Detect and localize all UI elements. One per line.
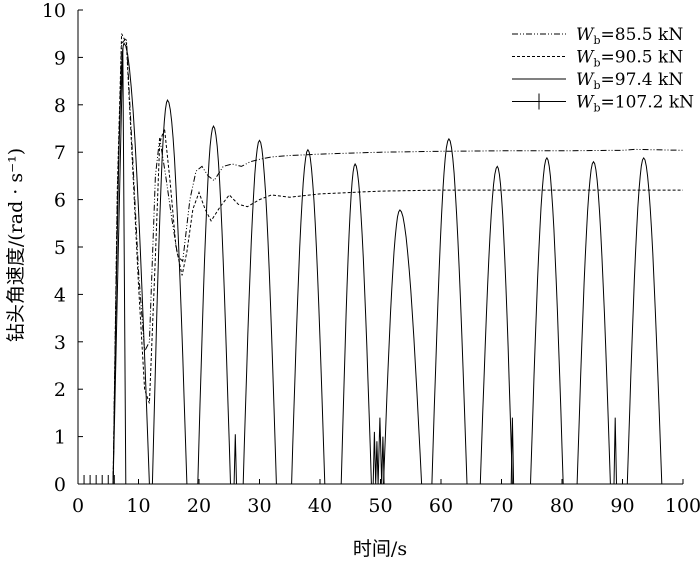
y-tick-label: 1 <box>54 427 66 449</box>
legend-label: Wb=85.5 kN <box>576 25 683 47</box>
legend-label: Wb=97.4 kN <box>576 70 683 92</box>
series-group <box>77 33 684 485</box>
y-tick-label: 8 <box>54 95 66 117</box>
legend-label-value: =85.5 kN <box>601 25 684 45</box>
y-tick-label: 6 <box>54 190 66 212</box>
legend-label-sub: b <box>593 102 600 115</box>
y-tick-label: 4 <box>54 284 66 306</box>
legend-label: Wb=107.2 kN <box>576 93 694 115</box>
x-tick-label: 60 <box>429 495 453 517</box>
legend-label-value: =107.2 kN <box>601 93 695 113</box>
series-line-2 <box>78 33 683 485</box>
x-tick-label: 0 <box>72 495 84 517</box>
y-tick-label: 2 <box>54 379 66 401</box>
y-axis-title: 钻头角速度/(rad · s⁻¹) <box>5 148 27 342</box>
series-line-4 <box>78 47 683 485</box>
x-tick-label: 30 <box>247 495 271 517</box>
x-tick-label: 70 <box>489 495 513 517</box>
legend-label-sub: b <box>593 57 600 70</box>
y-tick-label: 0 <box>54 474 66 496</box>
x-tick-label: 80 <box>550 495 574 517</box>
y-tick-label: 7 <box>54 142 66 164</box>
legend-label-var: W <box>576 93 595 113</box>
legend-label-value: =90.5 kN <box>601 48 684 68</box>
legend-label-sub: b <box>593 79 600 92</box>
y-tick-label: 10 <box>42 0 66 22</box>
legend-label-var: W <box>576 70 595 90</box>
legend-label-var: W <box>576 48 595 68</box>
legend-label-var: W <box>576 25 595 45</box>
x-tick-label: 20 <box>187 495 211 517</box>
legend-label: Wb=90.5 kN <box>576 48 683 70</box>
x-tick-label: 40 <box>308 495 332 517</box>
y-tick-label: 5 <box>54 237 66 259</box>
x-tick-label: 90 <box>610 495 634 517</box>
legend-label-sub: b <box>593 34 600 47</box>
x-axis-title: 时间/s <box>353 538 407 560</box>
x-tick-label: 100 <box>665 495 700 517</box>
series-line-1 <box>78 37 684 485</box>
y-tick-label: 9 <box>54 47 66 69</box>
axis-ticks: 0 10 20 30 40 50 60 70 80 90 100 0 1 2 3 4 5 6 7 8 9 10 <box>42 0 700 517</box>
x-tick-label: 50 <box>368 495 392 517</box>
legend-label-value: =97.4 kN <box>601 70 684 90</box>
x-tick-label: 10 <box>126 495 150 517</box>
y-tick-label: 3 <box>54 332 66 354</box>
